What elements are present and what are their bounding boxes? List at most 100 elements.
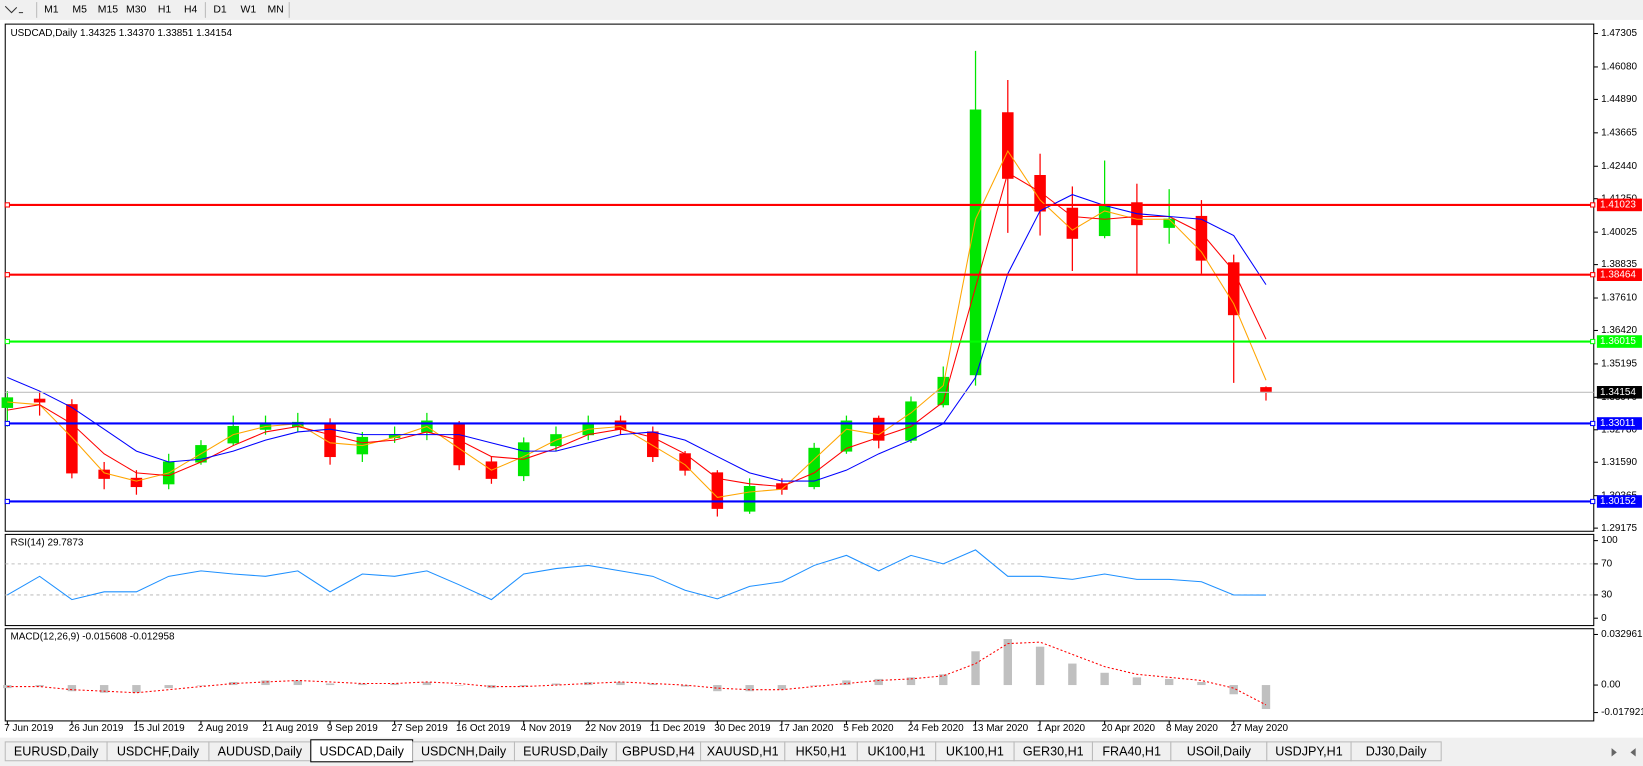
macd-bar xyxy=(1003,639,1012,686)
candle-body xyxy=(808,447,820,488)
macd-bar xyxy=(293,680,302,686)
toolbar-bg xyxy=(0,0,1643,20)
toolbar-icon[interactable] xyxy=(4,5,24,14)
macd-bar xyxy=(487,685,496,689)
macd-bar xyxy=(1100,672,1109,686)
tab[interactable]: USDCAD,Daily xyxy=(310,739,414,763)
macd-bar xyxy=(35,685,44,687)
tab-label: USDCAD,Daily xyxy=(319,745,404,759)
last-price-box xyxy=(1596,386,1642,399)
macd-bar xyxy=(196,685,206,686)
y-tick-label: 1.36420 xyxy=(1601,325,1637,336)
candle-body xyxy=(453,423,465,466)
last-price-label: 1.34154 xyxy=(1600,387,1636,398)
y-tick-label: 0 xyxy=(1601,613,1607,624)
timeframe-button[interactable]: M15 xyxy=(98,5,119,16)
level-handle xyxy=(4,498,10,505)
macd-bar xyxy=(1035,646,1045,686)
timeframe-button[interactable]: M5 xyxy=(72,5,87,16)
timeframe-button[interactable]: M30 xyxy=(126,5,147,16)
tab-label: EURUSD,Daily xyxy=(523,745,608,759)
y-tick-label: 1.43665 xyxy=(1601,127,1637,138)
y-tick-label: 1.29175 xyxy=(1601,523,1637,534)
tab[interactable]: USDJPY,H1 xyxy=(1266,741,1352,762)
rsi-title: RSI(14) 29.7873 xyxy=(10,537,83,548)
tab-label: USDCHF,Daily xyxy=(117,745,200,759)
tab[interactable]: DJ30,Daily xyxy=(1350,741,1442,762)
tab[interactable]: GER30,H1 xyxy=(1013,741,1093,762)
x-tick-label: 11 Dec 2019 xyxy=(650,723,706,734)
y-tick-label: 100 xyxy=(1601,535,1618,546)
timeframe-button[interactable]: M1 xyxy=(44,5,59,16)
tab[interactable]: XAUUSD,H1 xyxy=(700,741,786,762)
x-tick-label: 30 Dec 2019 xyxy=(714,723,771,734)
y-tick-label: 1.44890 xyxy=(1601,94,1637,105)
macd-bar xyxy=(325,683,335,686)
level-handle xyxy=(1590,338,1596,345)
tab[interactable]: USDCNH,Daily xyxy=(412,741,516,762)
x-tick-label: 8 May 2020 xyxy=(1166,723,1218,734)
tab[interactable]: UK100,H1 xyxy=(935,741,1015,762)
timeframe-button[interactable]: D1 xyxy=(213,5,227,16)
level-label-box xyxy=(1596,198,1642,212)
tab[interactable]: USDCHF,Daily xyxy=(106,741,210,762)
candle-body xyxy=(647,431,659,458)
x-tick-label: 17 Jan 2020 xyxy=(779,723,834,734)
level-handle xyxy=(1590,202,1596,208)
tab-label: DJ30,Daily xyxy=(1366,745,1427,759)
tab[interactable]: AUDUSD,Daily xyxy=(208,741,312,762)
x-tick-label: 13 Mar 2020 xyxy=(972,723,1028,734)
x-tick-label: 2 Aug 2019 xyxy=(198,723,249,734)
y-tick-label: 0.032961 xyxy=(1601,629,1643,640)
candle-body xyxy=(905,401,917,441)
tab[interactable]: EURUSD,Daily xyxy=(4,741,108,762)
macd-bar xyxy=(680,685,690,687)
level-handle xyxy=(4,272,10,278)
y-tick-label: 70 xyxy=(1601,559,1613,570)
tab-scroll-arrows[interactable] xyxy=(1611,748,1636,757)
macd-bar xyxy=(261,680,270,686)
y-tick-label: 1.35195 xyxy=(1601,359,1637,370)
x-tick-label: 7 Jun 2019 xyxy=(4,723,54,734)
tab-label: EURUSD,Daily xyxy=(14,745,99,759)
tab[interactable]: USOil,Daily xyxy=(1170,741,1268,762)
tab-label: UK100,H1 xyxy=(946,745,1004,759)
moving-average xyxy=(7,149,1267,498)
level-label-box xyxy=(1596,417,1642,430)
y-tick-label: 1.42440 xyxy=(1601,161,1637,172)
macd-bar xyxy=(164,685,173,689)
tab[interactable]: HK50,H1 xyxy=(784,741,858,762)
tab-label: USDJPY,H1 xyxy=(1275,745,1343,759)
macd-bar xyxy=(422,681,432,686)
tab[interactable]: FRA40,H1 xyxy=(1091,741,1172,762)
tab[interactable]: EURUSD,Daily xyxy=(513,741,617,762)
macd-bar xyxy=(809,685,819,686)
timeframe-button[interactable]: H1 xyxy=(158,5,172,16)
tab-label: FRA40,H1 xyxy=(1102,745,1161,759)
level-label: 1.36015 xyxy=(1600,336,1636,347)
main-title: USDCAD,Daily 1.34325 1.34370 1.33851 1.3… xyxy=(10,28,232,39)
tab-label: HK50,H1 xyxy=(796,745,847,759)
macd-bar xyxy=(67,685,77,692)
candle-body xyxy=(743,486,756,512)
macd-bar xyxy=(1229,685,1238,695)
tab[interactable]: UK100,H1 xyxy=(856,741,937,762)
candle-body xyxy=(1260,387,1272,393)
macd-bar xyxy=(648,683,657,686)
tab[interactable]: GBPUSD,H4 xyxy=(615,741,702,762)
x-tick-label: 1 Apr 2020 xyxy=(1037,723,1086,734)
timeframe-button[interactable]: H4 xyxy=(184,5,198,16)
timeframe-button[interactable]: W1 xyxy=(240,5,256,16)
level-label: 1.41023 xyxy=(1600,200,1636,211)
level-label-box xyxy=(1596,335,1642,348)
y-tick-label: -0.017921 xyxy=(1601,707,1643,718)
tab-label: UK100,H1 xyxy=(868,745,926,759)
timeframe-button[interactable]: MN xyxy=(267,5,283,16)
macd-panel xyxy=(4,628,1595,722)
y-tick-label: 1.47305 xyxy=(1601,28,1637,39)
macd-bar xyxy=(519,685,528,687)
moving-average xyxy=(7,194,1267,482)
